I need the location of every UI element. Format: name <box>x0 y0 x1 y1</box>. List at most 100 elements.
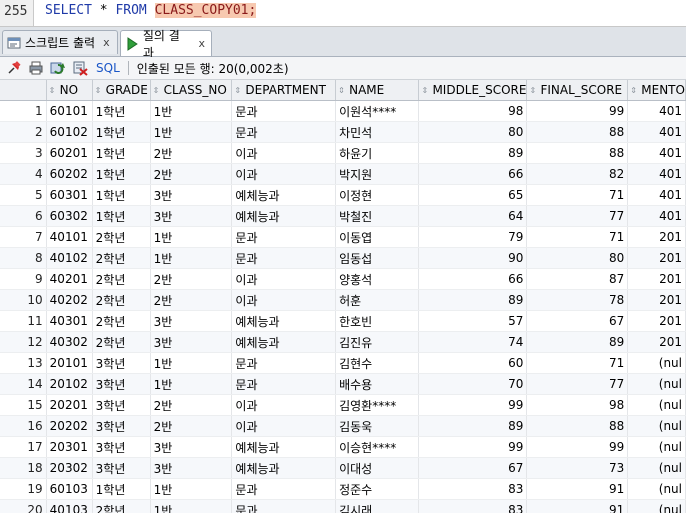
print-icon[interactable] <box>28 60 44 76</box>
table-cell[interactable]: 3학년 <box>92 373 151 395</box>
table-cell[interactable]: 71 <box>526 352 629 374</box>
row-number[interactable]: 19 <box>0 478 47 500</box>
table-cell[interactable]: 401 <box>627 205 686 227</box>
table-cell[interactable]: 60301 <box>46 184 93 206</box>
row-number[interactable]: 7 <box>0 226 47 248</box>
table-row[interactable]: 8 40102 2학년 1반 문과 임동섭 90 80 201 <box>0 247 686 269</box>
row-number[interactable]: 17 <box>0 436 47 458</box>
table-cell[interactable]: 이정현 <box>335 184 420 206</box>
table-cell[interactable]: 3학년 <box>92 457 151 479</box>
table-cell[interactable]: 87 <box>526 268 629 290</box>
table-cell[interactable]: 2학년 <box>92 268 151 290</box>
table-cell[interactable]: 99 <box>418 394 528 416</box>
table-row[interactable]: 19 60103 1학년 1반 문과 정준수 83 91 (nul <box>0 478 686 500</box>
row-number[interactable]: 18 <box>0 457 47 479</box>
table-cell[interactable]: 60 <box>418 352 528 374</box>
table-cell[interactable]: 99 <box>526 436 629 458</box>
row-number[interactable]: 16 <box>0 415 47 437</box>
table-cell[interactable]: (nul <box>627 415 686 437</box>
table-cell[interactable]: (nul <box>627 478 686 500</box>
table-row[interactable]: 6 60302 1학년 3반 예체능과 박철진 64 77 401 <box>0 205 686 227</box>
table-cell[interactable]: 김동욱 <box>335 415 420 437</box>
table-cell[interactable]: 하윤기 <box>335 142 420 164</box>
table-cell[interactable]: 3반 <box>150 205 233 227</box>
table-cell[interactable]: 예체능과 <box>231 331 337 353</box>
table-cell[interactable]: 배수용 <box>335 373 420 395</box>
table-cell[interactable]: 71 <box>526 226 629 248</box>
table-cell[interactable]: 60103 <box>46 478 93 500</box>
table-cell[interactable]: 예체능과 <box>231 436 337 458</box>
table-cell[interactable]: (nul <box>627 394 686 416</box>
table-cell[interactable]: 1학년 <box>92 205 151 227</box>
table-cell[interactable]: 64 <box>418 205 528 227</box>
table-cell[interactable]: 이원석**** <box>335 100 420 122</box>
table-cell[interactable]: 88 <box>526 142 629 164</box>
table-cell[interactable]: 99 <box>526 100 629 122</box>
table-cell[interactable]: 401 <box>627 163 686 185</box>
row-number[interactable]: 6 <box>0 205 47 227</box>
table-cell[interactable]: 임동섭 <box>335 247 420 269</box>
column-header[interactable]: ⇕ MENTO <box>627 80 686 101</box>
row-number[interactable]: 14 <box>0 373 47 395</box>
row-number[interactable]: 15 <box>0 394 47 416</box>
table-row[interactable]: 17 20301 3학년 3반 예체능과 이승현**** 99 99 (nul <box>0 436 686 458</box>
table-cell[interactable]: 2학년 <box>92 289 151 311</box>
refresh-icon[interactable] <box>50 60 66 76</box>
table-cell[interactable]: 문과 <box>231 352 337 374</box>
table-cell[interactable]: 40301 <box>46 310 93 332</box>
table-row[interactable]: 12 40302 2학년 3반 예체능과 김진유 74 89 201 <box>0 331 686 353</box>
row-number[interactable]: 8 <box>0 247 47 269</box>
table-cell[interactable]: 57 <box>418 310 528 332</box>
table-cell[interactable]: 401 <box>627 100 686 122</box>
table-cell[interactable]: 98 <box>418 100 528 122</box>
table-cell[interactable]: (nul <box>627 436 686 458</box>
sql-button[interactable]: SQL <box>96 61 120 75</box>
table-cell[interactable]: 1반 <box>150 247 233 269</box>
table-cell[interactable]: 98 <box>526 394 629 416</box>
table-cell[interactable]: 83 <box>418 499 528 513</box>
table-row[interactable]: 4 60202 1학년 2반 이과 박지원 66 82 401 <box>0 163 686 185</box>
table-cell[interactable]: 40201 <box>46 268 93 290</box>
table-row[interactable]: 5 60301 1학년 3반 예체능과 이정현 65 71 401 <box>0 184 686 206</box>
column-header[interactable]: ⇕ NO <box>46 80 93 101</box>
table-cell[interactable]: 83 <box>418 478 528 500</box>
table-cell[interactable]: 60202 <box>46 163 93 185</box>
table-cell[interactable]: 2반 <box>150 163 233 185</box>
table-cell[interactable]: 예체능과 <box>231 184 337 206</box>
column-header[interactable]: ⇕ FINAL_SCORE <box>526 80 629 101</box>
table-cell[interactable]: 1학년 <box>92 478 151 500</box>
table-cell[interactable]: 40302 <box>46 331 93 353</box>
table-cell[interactable]: 80 <box>418 121 528 143</box>
table-cell[interactable]: 문과 <box>231 499 337 513</box>
table-cell[interactable]: 2반 <box>150 415 233 437</box>
sql-statement[interactable]: SELECT * FROM CLASS_COPY01; <box>45 3 257 18</box>
table-cell[interactable]: 2학년 <box>92 226 151 248</box>
table-cell[interactable]: 201 <box>627 247 686 269</box>
table-cell[interactable]: 20202 <box>46 415 93 437</box>
table-cell[interactable]: 1반 <box>150 226 233 248</box>
table-cell[interactable]: 예체능과 <box>231 310 337 332</box>
table-cell[interactable]: 60101 <box>46 100 93 122</box>
table-cell[interactable]: 66 <box>418 268 528 290</box>
table-cell[interactable]: 67 <box>526 310 629 332</box>
table-cell[interactable]: 1반 <box>150 352 233 374</box>
table-cell[interactable]: 20101 <box>46 352 93 374</box>
table-cell[interactable]: 82 <box>526 163 629 185</box>
row-number[interactable]: 11 <box>0 310 47 332</box>
delete-results-icon[interactable] <box>72 60 88 76</box>
table-row[interactable]: 7 40101 2학년 1반 문과 이동엽 79 71 201 <box>0 226 686 248</box>
table-row[interactable]: 14 20102 3학년 1반 문과 배수용 70 77 (nul <box>0 373 686 395</box>
table-cell[interactable]: 박지원 <box>335 163 420 185</box>
table-cell[interactable]: 3반 <box>150 310 233 332</box>
table-row[interactable]: 2 60102 1학년 1반 문과 차민석 80 88 401 <box>0 121 686 143</box>
table-cell[interactable]: 예체능과 <box>231 457 337 479</box>
row-number[interactable]: 3 <box>0 142 47 164</box>
table-cell[interactable]: 2학년 <box>92 247 151 269</box>
table-cell[interactable]: 3학년 <box>92 394 151 416</box>
table-cell[interactable]: 79 <box>418 226 528 248</box>
table-cell[interactable]: 1반 <box>150 100 233 122</box>
table-cell[interactable]: 2학년 <box>92 331 151 353</box>
table-row[interactable]: 16 20202 3학년 2반 이과 김동욱 89 88 (nul <box>0 415 686 437</box>
table-cell[interactable]: 3학년 <box>92 436 151 458</box>
table-cell[interactable]: 박철진 <box>335 205 420 227</box>
